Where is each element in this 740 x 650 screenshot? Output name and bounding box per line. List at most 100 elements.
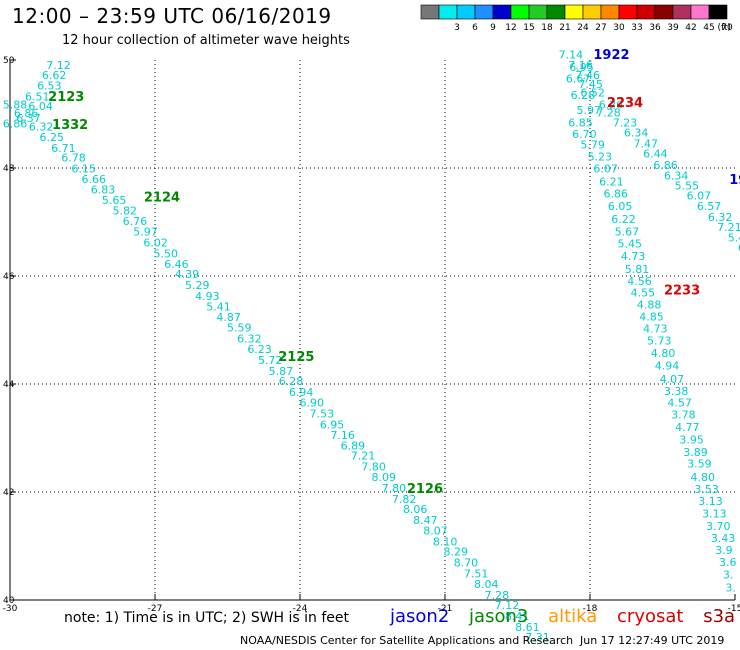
- pass-time-label: 2124: [144, 190, 180, 205]
- wave-height-value: 6.46: [164, 258, 189, 271]
- wave-height-value: 7.28: [596, 107, 621, 120]
- pass-time-label: 2123: [48, 90, 84, 105]
- colorbar-swatch: [420, 4, 440, 20]
- wave-height-value: 3.95: [679, 433, 704, 446]
- wave-height-value: 6.89: [341, 439, 366, 452]
- wave-height-value: 4.77: [675, 421, 700, 434]
- wave-height-value: 5.59: [227, 322, 252, 335]
- colorbar-tick-label: 36: [649, 23, 661, 33]
- wave-height-value: 8.41: [505, 610, 530, 623]
- wave-height-value: 5.67: [615, 226, 640, 239]
- colorbar-swatch: [438, 4, 458, 20]
- credit-line: NOAA/NESDIS Center for Satellite Applica…: [240, 634, 574, 647]
- x-tick-label: -15: [728, 604, 740, 614]
- legend-jason2: jason2: [390, 606, 450, 627]
- wave-height-value: 4.85: [639, 310, 664, 323]
- colorbar-tick-label: 21: [559, 23, 570, 33]
- pass-time-label: 2234: [607, 96, 643, 111]
- colorbar-swatch: [708, 4, 728, 20]
- wave-height-value: 5.97: [133, 226, 158, 239]
- pass-time-labels: 2123133221242125212619222234192322332: [48, 48, 740, 497]
- wave-height-value: 6.76: [123, 215, 148, 228]
- colorbar-swatch: [546, 4, 566, 20]
- wave-height-value: 6.24: [738, 242, 740, 255]
- wave-height-value: 3.89: [683, 446, 708, 459]
- colorbar-swatch: [564, 4, 584, 20]
- wave-height-value: 5.72: [258, 354, 283, 367]
- wave-height-value: 4.39: [175, 268, 200, 281]
- wave-height-value: 6.86: [604, 188, 629, 201]
- wave-height-value: 7.53: [310, 407, 335, 420]
- colorbar-swatch: [600, 4, 620, 20]
- wave-height-value: 6.28: [571, 89, 596, 102]
- wave-height-value: 7.14: [559, 48, 584, 61]
- colorbar-swatch: [654, 4, 674, 20]
- wave-height-value: 8.09: [372, 471, 397, 484]
- wave-height-value: 5.81: [625, 263, 650, 276]
- wave-height-value: 7.51: [464, 567, 489, 580]
- wave-height-value: 6.34: [624, 127, 649, 140]
- pass-time-label: 2125: [278, 350, 314, 365]
- wave-height-value: 8.10: [433, 535, 458, 548]
- wave-height-value: 6.70: [572, 128, 597, 141]
- wave-height-value: 7.28: [485, 589, 510, 602]
- wave-height-value: 8.07: [423, 525, 448, 538]
- wave-height-value: 6.26: [599, 99, 624, 112]
- colorbar-tick-label: 15: [523, 23, 534, 33]
- wave-height-value: 3.59: [687, 458, 712, 471]
- y-tick-label: 48: [3, 164, 15, 174]
- wave-height-value: 5.50: [154, 248, 179, 261]
- wave-height-value: 6.34: [664, 169, 689, 182]
- wave-height-value: 3.: [723, 568, 734, 581]
- wave-height-value: 8.04: [474, 578, 499, 591]
- wave-height-value: 6.71: [51, 142, 75, 155]
- wave-height-value: 7.21: [351, 450, 376, 463]
- wave-height-values: 7.126.626.536.515.88 6.046.866.376.86 6.32…: [3, 48, 740, 644]
- wave-height-value: 5.88: [3, 99, 28, 112]
- wave-height-value: 7.16: [568, 59, 593, 72]
- wave-height-value: 4.93: [195, 290, 220, 303]
- satellite-legend: jason2 jason3 altika cryosat s3a: [390, 606, 740, 627]
- wave-height-value: 6.05: [608, 200, 633, 213]
- wave-height-value: 6.44: [643, 148, 668, 161]
- pass-time-label: 2233: [664, 283, 700, 298]
- wave-height-value: 6.95: [320, 418, 345, 431]
- wave-height-value: 6.86: [3, 118, 28, 131]
- legend-altika: altika: [548, 606, 598, 627]
- colorbar-tick-label: 39: [667, 23, 679, 33]
- colorbar-tick-label: 33: [631, 23, 642, 33]
- colorbar-swatch: [528, 4, 548, 20]
- colorbar-tick-label: 18: [541, 23, 553, 33]
- x-tick-label: -18: [583, 604, 598, 614]
- wave-height-value: 6.66: [82, 173, 107, 186]
- wave-height-value: 6.04: [28, 100, 53, 113]
- legend-cryosat: cryosat: [617, 606, 684, 627]
- wave-height-value: 7.12: [46, 59, 71, 72]
- y-tick-label: 40: [3, 596, 15, 606]
- wave-height-value: 4.56: [627, 275, 652, 288]
- wave-height-value: 6.51: [25, 91, 50, 104]
- colorbar-tick-label: 12: [505, 23, 516, 33]
- wave-height-value: 7.45: [578, 78, 603, 91]
- wave-height-value: 6.32: [708, 211, 733, 224]
- wave-height-value: 3.13: [698, 495, 723, 508]
- colorbar-tick-label: 6: [472, 23, 478, 33]
- colorbar-tick-label: 42: [685, 23, 696, 33]
- chart-subtitle: 12 hour collection of altimeter wave hei…: [62, 33, 350, 48]
- footer-note: note: 1) Time is in UTC; 2) SWH is in fe…: [64, 610, 350, 626]
- wave-height-value: 5.55: [675, 180, 700, 193]
- wave-height-value: 6.25: [39, 131, 64, 144]
- wave-height-value: 4.55: [631, 287, 656, 300]
- wave-height-value: 3.78: [671, 409, 696, 422]
- colorbar-swatch: [492, 4, 512, 20]
- wave-height-value: 5.46: [728, 231, 740, 244]
- colorbar-tick-label: 70: [721, 23, 733, 33]
- wave-height-value: 6.95: [569, 61, 594, 74]
- pass-time-label: 1922: [593, 48, 629, 63]
- axes: -30 -27 -24 -21 -18 -15 40 42 44 46 48 50: [3, 56, 740, 614]
- colorbar-unit: (ft): [717, 23, 731, 33]
- wave-height-value: 6.85: [568, 116, 593, 129]
- pass-time-label: 1332: [52, 118, 88, 133]
- colorbar-swatch: [672, 4, 692, 20]
